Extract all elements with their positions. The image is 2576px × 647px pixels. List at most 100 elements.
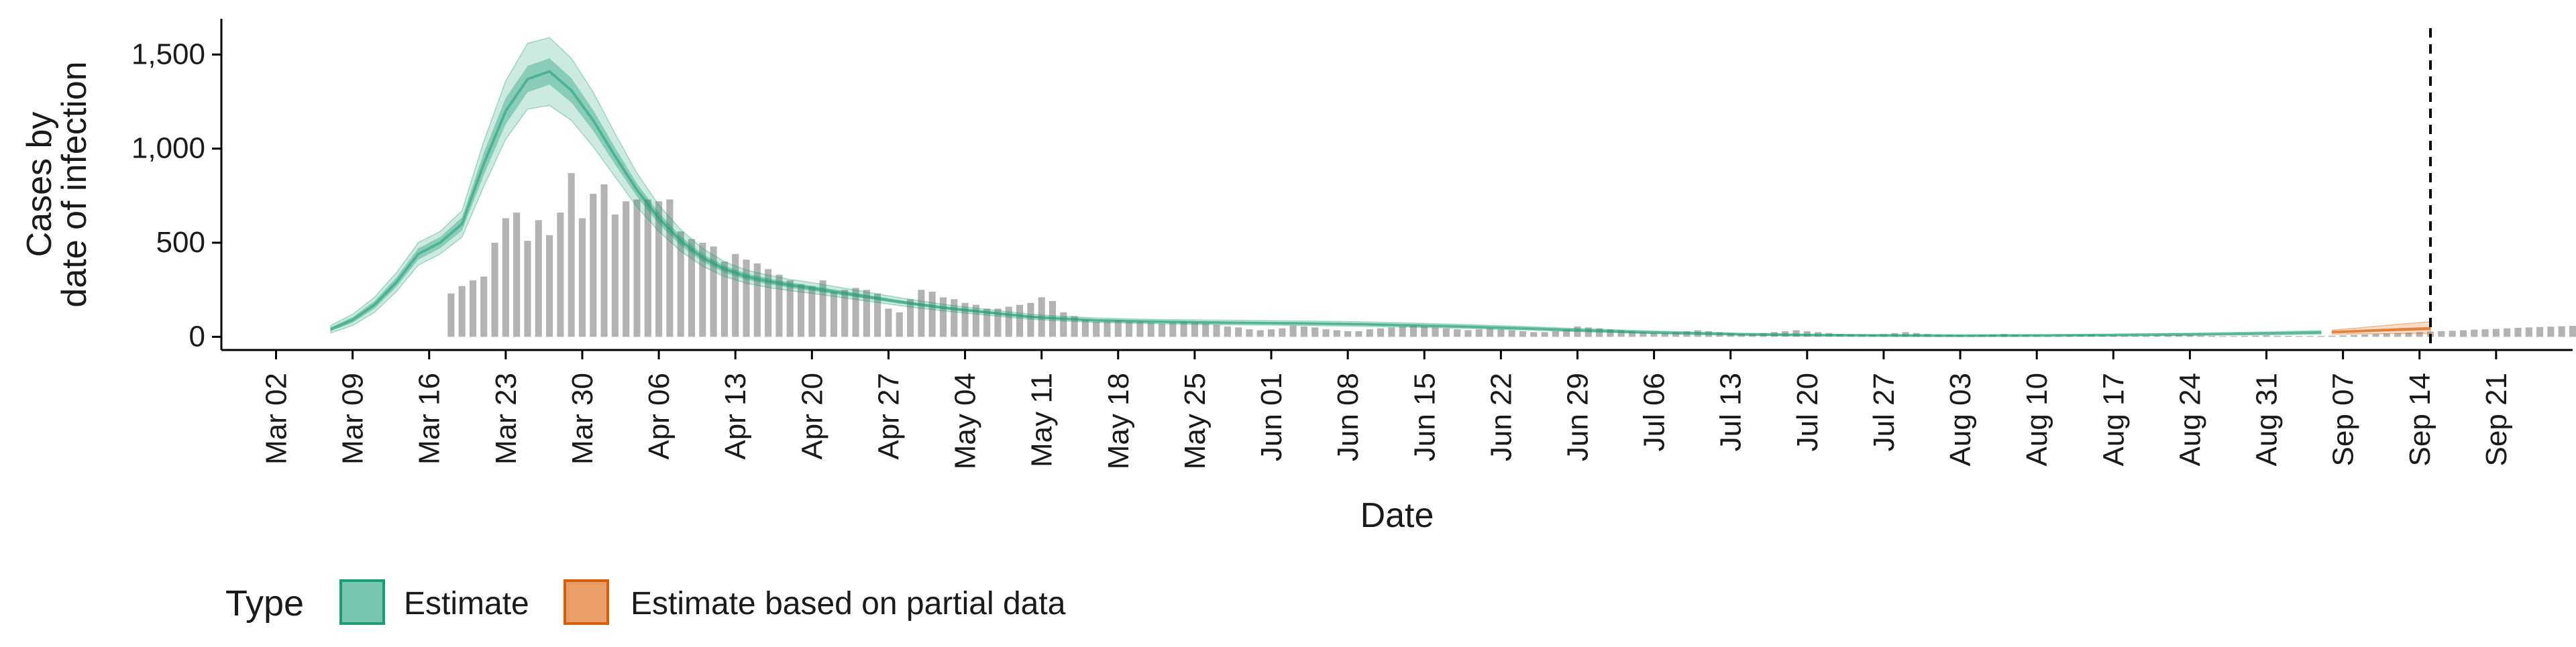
reported-cases-bar <box>2186 335 2194 337</box>
x-tick-label: Apr 27 <box>872 373 905 460</box>
reported-cases-bar <box>2197 335 2204 337</box>
reported-cases-bar <box>611 214 619 337</box>
reported-cases-bar <box>2296 336 2303 337</box>
reported-cases-bar <box>720 261 728 337</box>
reported-cases-bar <box>2164 335 2171 337</box>
x-tick-label: Mar 09 <box>337 373 370 465</box>
reported-cases-bar <box>1344 331 1352 337</box>
reported-cases-bar <box>830 291 837 337</box>
reported-cases-bar <box>2514 327 2522 337</box>
axes: 0 500 1,000 1,500 Mar 02 Mar 09 Mar 16 Mar 23 Ma… <box>20 19 2573 535</box>
reported-cases-bar <box>447 293 455 337</box>
reported-cases-bar <box>1136 321 1144 337</box>
reported-cases-bar <box>1388 327 1395 337</box>
series-0-median-line <box>330 70 2322 337</box>
reported-cases-bar <box>808 286 816 337</box>
reported-cases-bar <box>928 291 936 337</box>
reported-cases-bar <box>2569 326 2576 337</box>
reported-cases-bar <box>1147 322 1155 337</box>
reported-cases-bar <box>568 173 575 337</box>
reported-cases-bar <box>896 312 903 337</box>
reported-cases-bar <box>469 280 477 337</box>
reported-cases-bar <box>1563 329 1570 337</box>
reported-cases-bar <box>480 276 488 337</box>
reported-cases-bar <box>1464 330 1472 337</box>
reported-cases-bar <box>1628 331 1636 337</box>
x-tick-label: Aug 31 <box>2251 373 2284 466</box>
reported-cases-bar <box>2481 329 2489 337</box>
reported-cases-bar <box>1475 329 1483 337</box>
reported-cases-bar <box>1355 331 1362 337</box>
y-tick-label: 0 <box>189 320 205 353</box>
reported-cases-bar <box>1246 329 1253 337</box>
reported-cases-bar <box>1399 326 1406 337</box>
reported-cases-bar <box>2339 335 2347 337</box>
reported-cases-bar <box>1530 332 1538 337</box>
reported-cases-bar <box>994 308 1002 337</box>
reported-cases-bar <box>2394 333 2402 337</box>
y-tick-label: 500 <box>156 226 205 259</box>
reported-cases-bar <box>600 184 608 337</box>
reported-cases-bar <box>2143 335 2150 337</box>
reported-cases-bar <box>557 213 564 337</box>
reported-cases-bar <box>2372 334 2379 337</box>
x-tick-label: Mar 16 <box>413 373 446 465</box>
reported-cases-bar <box>1585 327 1592 337</box>
reported-cases-bar <box>1409 325 1417 337</box>
reported-cases-bar <box>1596 328 1603 337</box>
reported-cases-bar <box>951 299 958 337</box>
reported-cases-bar <box>535 220 542 337</box>
reported-cases-bar <box>1114 320 1122 337</box>
reported-cases-bar <box>841 290 849 337</box>
x-tick-label: Apr 20 <box>796 373 828 460</box>
reported-cases-bar <box>1279 328 1286 337</box>
reported-cases-bar <box>753 263 761 337</box>
reported-cases-bar <box>502 218 509 337</box>
x-tick-label: May 18 <box>1102 373 1135 469</box>
reported-cases-bar <box>1300 326 1307 337</box>
reported-cases-bars <box>447 173 2576 337</box>
y-tick-label: 1,000 <box>131 132 205 165</box>
reported-cases-bar <box>1661 333 1668 337</box>
reported-cases-bar <box>1607 329 1614 337</box>
reported-cases-bar <box>2317 335 2325 337</box>
reported-cases-bar <box>1640 332 1647 337</box>
reported-cases-bar <box>1093 321 1100 337</box>
reported-cases-bar <box>732 253 739 337</box>
reported-cases-bar <box>1191 322 1198 337</box>
reported-cases-bar <box>1442 328 1450 337</box>
reported-cases-bar <box>1541 332 1548 337</box>
y-tick-label: 1,500 <box>131 38 205 70</box>
reported-cases-bar <box>743 259 750 337</box>
x-tick-label: Jul 13 <box>1715 373 1748 451</box>
reported-cases-bar <box>688 239 696 337</box>
reported-cases-bar <box>797 284 805 337</box>
reported-cases-bar <box>2504 328 2511 337</box>
reported-cases-bar <box>1519 331 1527 337</box>
reported-cases-bar <box>2241 335 2248 337</box>
reported-cases-bar <box>874 293 881 337</box>
reported-cases-bar <box>699 243 706 337</box>
reported-cases-bar <box>458 286 466 337</box>
reported-cases-bar <box>2547 327 2555 337</box>
reported-cases-bar <box>1235 327 1242 337</box>
reported-cases-bar <box>2208 335 2216 337</box>
reported-cases-bar <box>1497 329 1505 337</box>
reported-cases-bar <box>1169 322 1177 337</box>
reported-cases-bar <box>1289 325 1297 337</box>
reported-cases-bar <box>1377 328 1385 337</box>
reported-cases-bar <box>2252 335 2259 337</box>
x-tick-label: Aug 10 <box>2021 373 2053 466</box>
x-tick-label: Sep 21 <box>2480 373 2513 466</box>
reported-cases-bar <box>961 302 969 337</box>
reported-cases-bar <box>1311 327 1319 337</box>
x-tick-label: May 11 <box>1026 373 1059 467</box>
series-0-band-90 <box>330 37 2322 337</box>
reported-cases-bar <box>513 213 521 337</box>
reported-cases-bar <box>1322 329 1330 337</box>
reported-cases-bar <box>2230 336 2237 337</box>
reported-cases-bar <box>1027 302 1034 337</box>
reported-cases-bar <box>1454 329 1461 337</box>
